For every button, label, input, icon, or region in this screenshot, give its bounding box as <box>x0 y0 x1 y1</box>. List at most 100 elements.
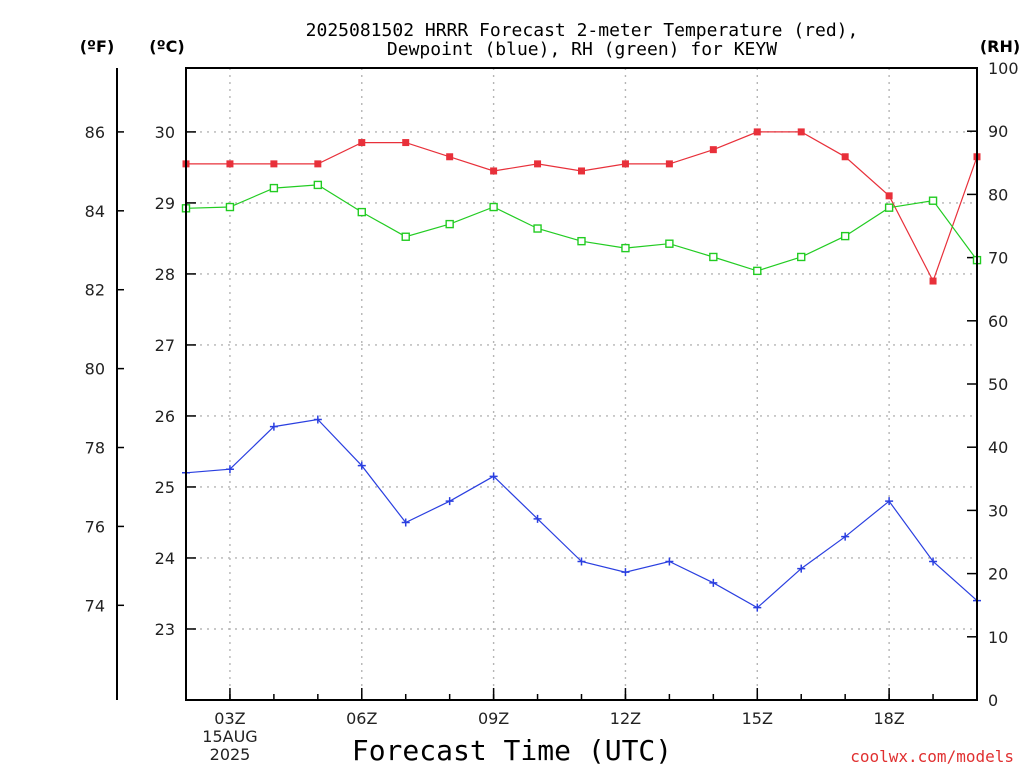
temperature-line <box>186 131 978 283</box>
time-tick-label: 06Z <box>346 709 377 728</box>
date-year-label: 2025 <box>210 745 251 764</box>
rh-point <box>533 224 542 233</box>
rh-point <box>621 243 630 253</box>
temperature-point <box>841 153 849 161</box>
temperature-point <box>709 146 717 154</box>
rh-point <box>225 202 235 212</box>
rh-tick-label: 50 <box>988 375 1008 394</box>
celsius-tick-label: 24 <box>155 549 175 568</box>
fahrenheit-tick-label: 74 <box>85 596 105 615</box>
temperature-point <box>490 167 498 175</box>
fahrenheit-tick-label: 86 <box>85 123 105 142</box>
celsius-tick-label: 27 <box>155 336 175 355</box>
rh-unit-label: (RH) <box>980 37 1020 56</box>
fahrenheit-tick-label: 76 <box>85 517 105 536</box>
rh-tick-label: 40 <box>988 438 1008 457</box>
dewpoint-point <box>313 415 322 424</box>
temperature-point <box>578 167 585 175</box>
rh-point <box>665 239 674 248</box>
rh-tick-label: 10 <box>988 628 1008 647</box>
rh-point <box>445 219 454 229</box>
date-day-label: 15AUG <box>202 727 257 746</box>
rh-point <box>313 180 323 190</box>
dewpoint-series <box>182 415 981 612</box>
temperature-point <box>402 139 410 147</box>
dewpoint-point <box>533 514 542 523</box>
rh-axis: 0 10 20 30 40 50 60 70 80 90 100 <box>967 59 1019 710</box>
data-series <box>181 128 982 612</box>
rh-point <box>928 196 938 205</box>
grid-lines <box>186 68 977 700</box>
time-axis: 03Z 06Z 09Z 12Z 15Z 18Z <box>185 688 978 728</box>
plot-frame <box>185 67 978 701</box>
dewpoint-point <box>401 518 410 527</box>
chart-title-line2: Dewpoint (blue), RH (green) for KEYW <box>387 39 777 60</box>
rh-line <box>185 184 978 272</box>
rh-point <box>357 207 366 217</box>
rh-point <box>797 252 806 262</box>
credit-link[interactable]: coolwx.com/models <box>850 747 1014 766</box>
fahrenheit-tick-label: 80 <box>85 360 105 379</box>
rh-point <box>709 252 718 262</box>
rh-point <box>577 236 586 246</box>
fahrenheit-tick-label: 82 <box>85 281 105 300</box>
rh-tick-label: 90 <box>988 122 1008 141</box>
dewpoint-point <box>445 497 454 506</box>
rh-tick-label: 30 <box>988 501 1008 520</box>
dewpoint-point <box>269 422 278 431</box>
temperature-point <box>665 160 673 168</box>
dewpoint-point <box>885 497 894 506</box>
dewpoint-line <box>185 418 978 609</box>
celsius-axis: 23 24 25 26 27 28 29 30 <box>155 123 196 639</box>
rh-point <box>753 266 762 276</box>
rh-tick-label: 0 <box>988 691 998 710</box>
dewpoint-point <box>841 532 850 541</box>
temperature-point <box>534 160 542 168</box>
celsius-tick-label: 23 <box>155 620 175 639</box>
rh-tick-label: 80 <box>988 185 1008 204</box>
temperature-point <box>621 160 629 168</box>
dewpoint-point <box>489 472 498 481</box>
rh-series <box>181 180 982 276</box>
celsius-tick-label: 29 <box>155 194 175 213</box>
time-tick-label: 09Z <box>478 709 509 728</box>
temperature-point <box>314 160 322 168</box>
dewpoint-point <box>929 557 938 566</box>
rh-point <box>269 183 279 193</box>
temperature-point <box>753 128 761 136</box>
chart-title-line1: 2025081502 HRRR Forecast 2-meter Tempera… <box>306 20 859 41</box>
fahrenheit-tick-label: 78 <box>85 439 105 458</box>
rh-point <box>840 231 850 241</box>
x-axis-title: Forecast Time (UTC) <box>352 734 672 767</box>
temperature-point <box>358 139 366 147</box>
fahrenheit-unit-label: (ºF) <box>80 37 115 56</box>
celsius-tick-label: 25 <box>155 478 175 497</box>
celsius-tick-label: 26 <box>155 407 175 426</box>
rh-tick-label: 20 <box>988 565 1008 584</box>
temperature-point <box>270 160 278 168</box>
dewpoint-point <box>621 568 630 577</box>
time-tick-label: 18Z <box>873 709 904 728</box>
dewpoint-point <box>225 465 234 474</box>
dewpoint-point <box>577 557 586 566</box>
dewpoint-point <box>709 578 718 587</box>
dewpoint-point <box>753 603 762 612</box>
temperature-point <box>797 128 805 136</box>
time-tick-label: 12Z <box>610 709 641 728</box>
celsius-tick-label: 30 <box>155 123 175 142</box>
temperature-point <box>929 277 937 285</box>
temperature-point <box>446 153 454 161</box>
rh-point <box>489 202 498 212</box>
dewpoint-point <box>665 557 674 566</box>
dewpoint-point <box>797 564 806 573</box>
rh-tick-label: 70 <box>988 249 1008 268</box>
fahrenheit-axis: 74 76 78 80 82 84 86 <box>85 68 124 700</box>
rh-tick-label: 100 <box>988 59 1019 78</box>
rh-point <box>401 232 410 241</box>
celsius-unit-label: (ºC) <box>149 37 184 56</box>
fahrenheit-tick-label: 84 <box>85 202 105 221</box>
time-tick-label: 15Z <box>742 709 773 728</box>
time-tick-label: 03Z <box>214 709 245 728</box>
temperature-series <box>182 128 981 285</box>
